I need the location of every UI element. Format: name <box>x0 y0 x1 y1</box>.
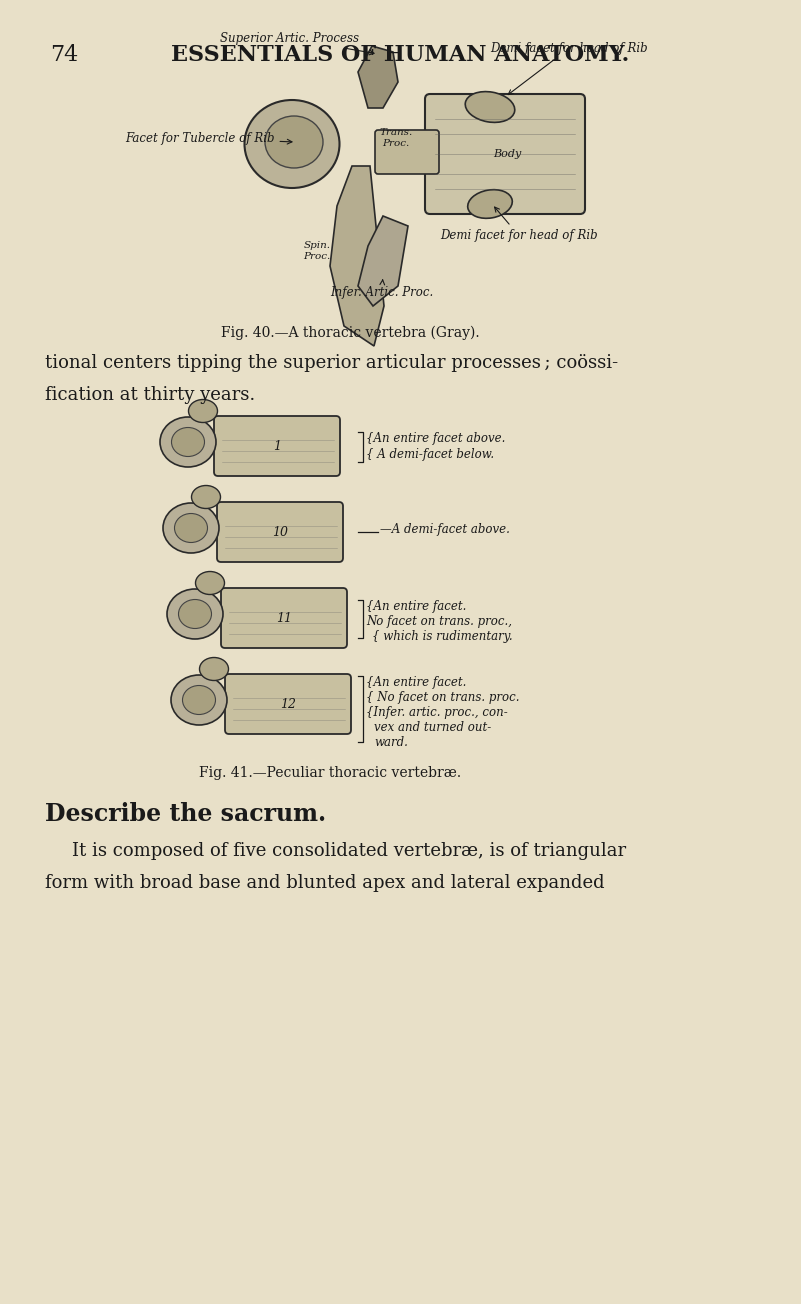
Ellipse shape <box>183 686 215 715</box>
FancyBboxPatch shape <box>425 94 585 214</box>
Text: {An entire facet.: {An entire facet. <box>366 600 466 613</box>
Text: {An entire facet.: {An entire facet. <box>366 675 466 689</box>
Text: ward.: ward. <box>374 735 408 748</box>
Text: Spin.
Proc.: Spin. Proc. <box>304 241 331 261</box>
Text: Facet for Tubercle of Rib: Facet for Tubercle of Rib <box>125 132 292 145</box>
Text: form with broad base and blunted apex and lateral expanded: form with broad base and blunted apex an… <box>45 874 605 892</box>
Ellipse shape <box>465 91 515 123</box>
Text: 10: 10 <box>272 526 288 539</box>
Text: Demi facet for head of Rib: Demi facet for head of Rib <box>440 207 598 243</box>
Text: 11: 11 <box>276 612 292 625</box>
Text: Superior Artic. Process: Superior Artic. Process <box>220 33 374 55</box>
Text: { A demi-facet below.: { A demi-facet below. <box>366 449 494 462</box>
Ellipse shape <box>171 428 204 456</box>
Ellipse shape <box>171 675 227 725</box>
Text: vex and turned out-: vex and turned out- <box>374 721 491 734</box>
Ellipse shape <box>160 417 216 467</box>
Polygon shape <box>330 166 384 346</box>
Text: Demi facet for head of Rib: Demi facet for head of Rib <box>490 42 648 95</box>
Polygon shape <box>358 46 398 108</box>
Ellipse shape <box>468 189 513 218</box>
Ellipse shape <box>265 116 323 168</box>
Text: 74: 74 <box>50 44 78 67</box>
FancyBboxPatch shape <box>375 130 439 173</box>
Text: Fig. 41.—Peculiar thoracic vertebræ.: Fig. 41.—Peculiar thoracic vertebræ. <box>199 765 461 780</box>
Text: Trans.
Proc.: Trans. Proc. <box>380 128 413 147</box>
Text: fication at thirty years.: fication at thirty years. <box>45 386 256 404</box>
FancyBboxPatch shape <box>221 588 347 648</box>
Text: ESSENTIALS OF HUMAN ANATOMY.: ESSENTIALS OF HUMAN ANATOMY. <box>171 44 629 67</box>
FancyBboxPatch shape <box>225 674 351 734</box>
Text: 12: 12 <box>280 698 296 711</box>
Text: { which is rudimentary.: { which is rudimentary. <box>372 630 513 643</box>
Text: Infer. Artic. Proc.: Infer. Artic. Proc. <box>330 280 433 299</box>
Text: {Infer. artic. proc., con-: {Infer. artic. proc., con- <box>366 705 508 719</box>
Text: tional centers tipping the superior articular processes ; coössi-: tional centers tipping the superior arti… <box>45 353 618 372</box>
Ellipse shape <box>199 657 228 681</box>
Polygon shape <box>358 216 408 306</box>
FancyBboxPatch shape <box>217 502 343 562</box>
Text: 1: 1 <box>273 439 281 452</box>
Ellipse shape <box>191 485 220 509</box>
Ellipse shape <box>163 503 219 553</box>
Ellipse shape <box>175 514 207 542</box>
Text: {An entire facet above.: {An entire facet above. <box>366 432 505 445</box>
Text: Describe the sacrum.: Describe the sacrum. <box>45 802 326 825</box>
Ellipse shape <box>179 600 211 629</box>
Ellipse shape <box>188 399 218 422</box>
Text: Body: Body <box>493 149 521 159</box>
Text: It is composed of five consolidated vertebræ, is of triangular: It is composed of five consolidated vert… <box>72 842 626 861</box>
Text: Fig. 40.—A thoracic vertebra (Gray).: Fig. 40.—A thoracic vertebra (Gray). <box>221 326 479 340</box>
Ellipse shape <box>195 571 224 595</box>
FancyBboxPatch shape <box>214 416 340 476</box>
Ellipse shape <box>167 589 223 639</box>
Text: —A demi-facet above.: —A demi-facet above. <box>380 523 510 536</box>
Ellipse shape <box>244 100 340 188</box>
Text: No facet on trans. proc.,: No facet on trans. proc., <box>366 615 512 629</box>
Text: { No facet on trans. proc.: { No facet on trans. proc. <box>366 691 520 704</box>
